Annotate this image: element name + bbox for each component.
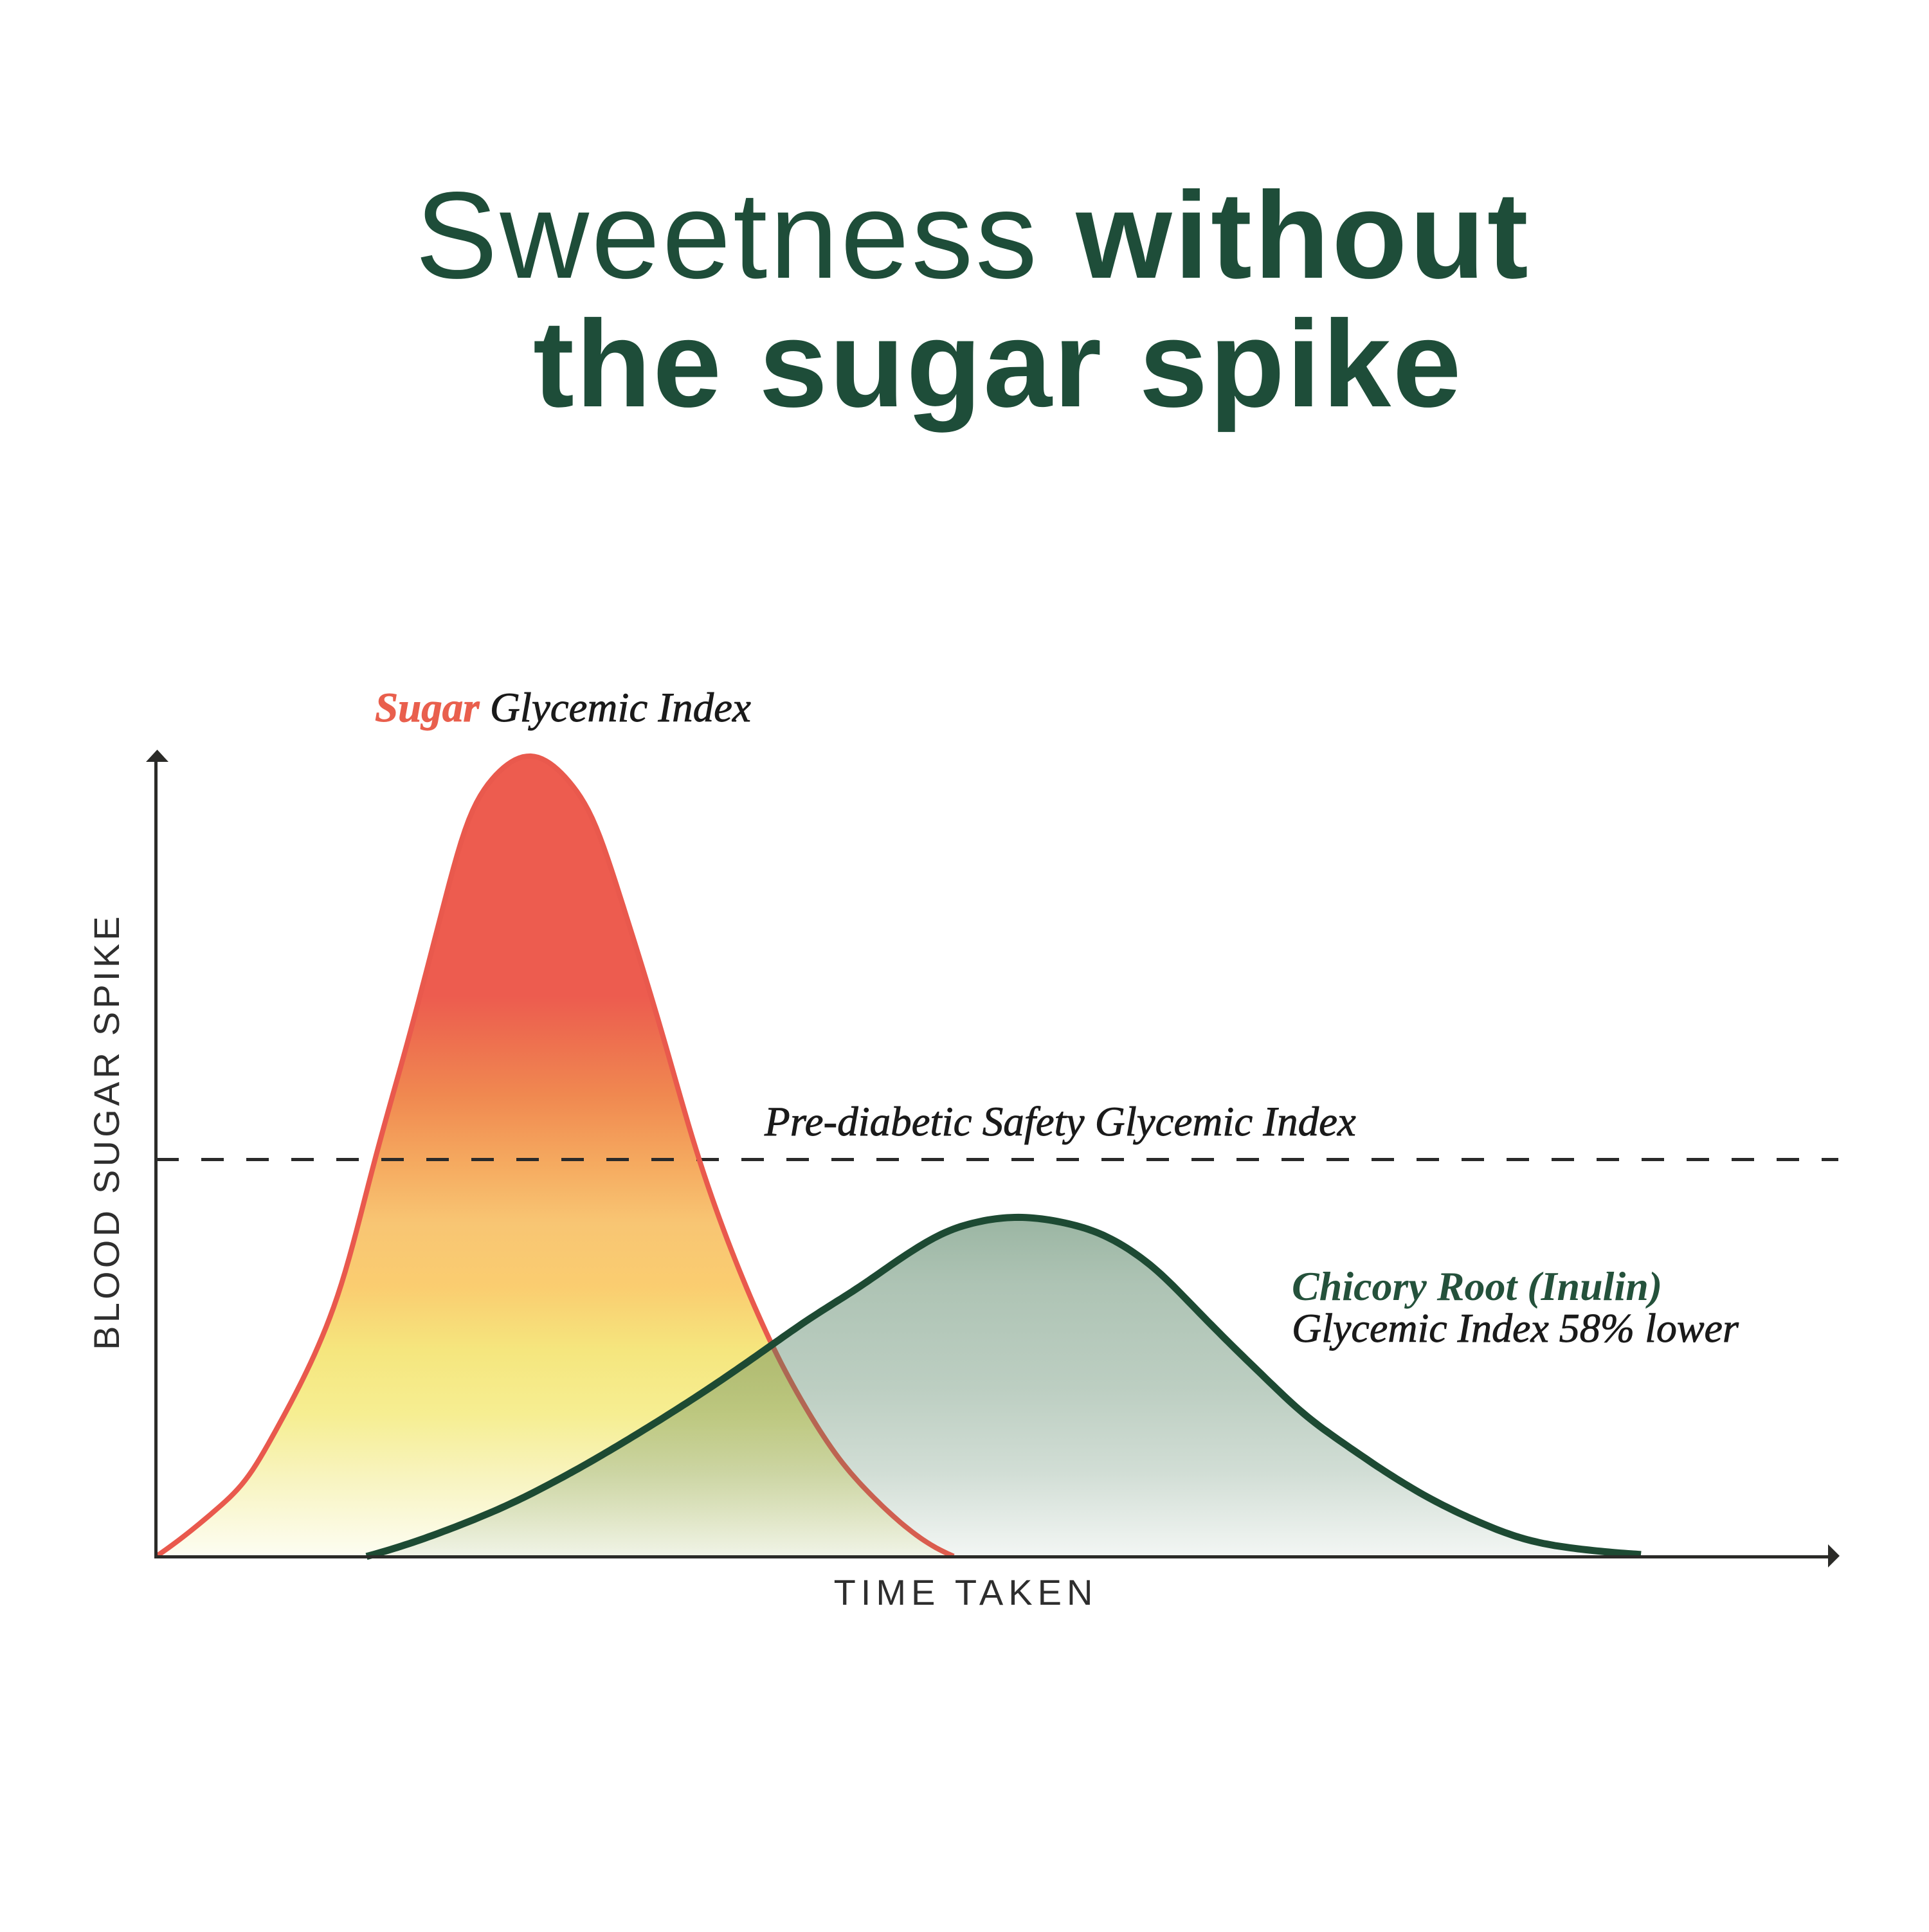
svg-text:TIME TAKEN: TIME TAKEN [834, 1572, 1098, 1612]
svg-text:Sugar Glycemic Index: Sugar Glycemic Index [375, 685, 751, 731]
svg-text:the sugar spike: the sugar spike [533, 294, 1463, 433]
svg-text:Pre-diabetic Safety Glycemic I: Pre-diabetic Safety Glycemic Index [764, 1099, 1356, 1145]
svg-text:Glycemic Index 58% lower: Glycemic Index 58% lower [1292, 1305, 1739, 1351]
svg-text:BLOOD SUGAR SPIKE: BLOOD SUGAR SPIKE [86, 913, 127, 1350]
svg-text:Chicory Root (Inulin): Chicory Root (Inulin) [1292, 1263, 1662, 1309]
svg-text:Sweetness without: Sweetness without [415, 166, 1530, 304]
